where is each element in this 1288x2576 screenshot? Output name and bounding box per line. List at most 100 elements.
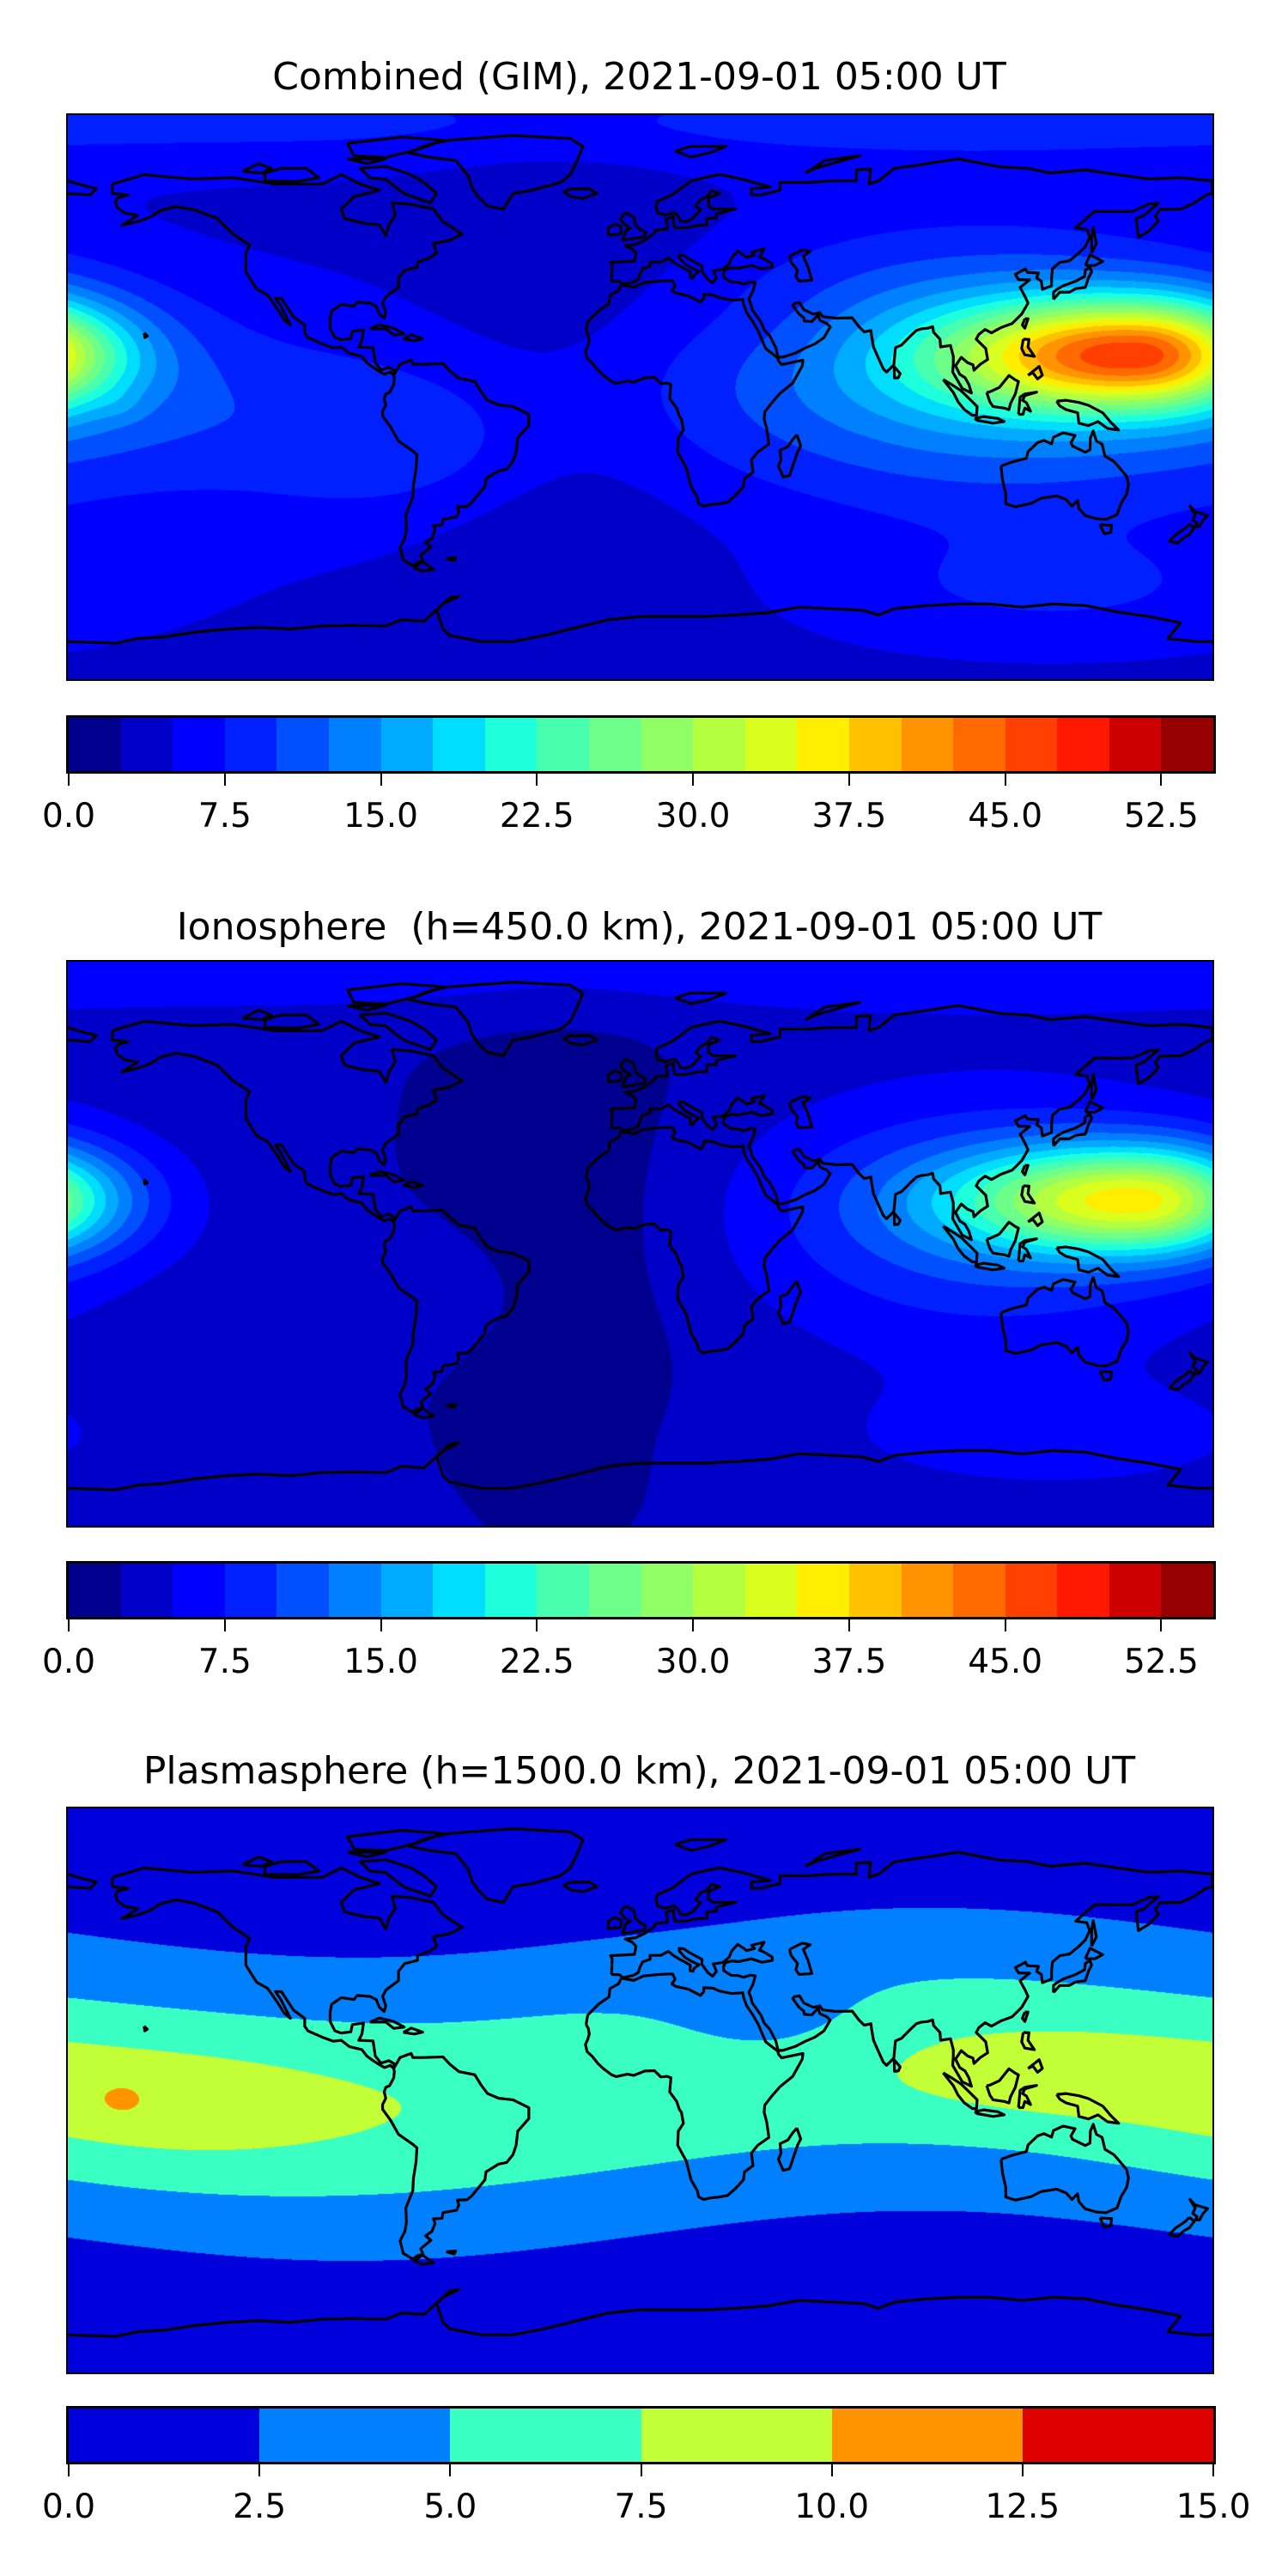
colorbar-level — [69, 718, 121, 771]
colorbar-level — [380, 1564, 434, 1617]
coastline-caspian — [790, 1943, 812, 1975]
coastline-luzon — [1022, 2032, 1035, 2050]
colorbar-level — [380, 718, 434, 771]
coastline-cuba — [370, 1171, 404, 1182]
coastline-borneo — [987, 1222, 1018, 1256]
colorbar-level — [1161, 718, 1214, 771]
colorbar-ticks-ionosphere: 0.0 7.5 15.0 22.5 30.0 37.5 45.0 52.5 — [42, 1619, 1213, 1688]
coastline-africa — [586, 1974, 803, 2200]
colorbar-level — [901, 718, 954, 771]
coastline-eurasia — [611, 1005, 1212, 1240]
coastline-mindanao — [1028, 2060, 1042, 2073]
coastline-taiwan — [1023, 2012, 1029, 2021]
coastline-nz-south — [1170, 1370, 1194, 1389]
coastline-tierra-del-fuego — [415, 1408, 434, 1418]
coastline-tasmania — [1100, 525, 1112, 534]
coastline-greenland — [408, 982, 583, 1056]
coastline-nz-south — [1170, 2217, 1194, 2236]
colorbar-level — [276, 1564, 329, 1617]
coastline-luzon — [1022, 1186, 1035, 1203]
coastline-ireland — [608, 1071, 621, 1082]
coastline-south-america — [383, 1206, 529, 1412]
coastline-north-america — [112, 174, 462, 375]
coastline-falklands — [447, 1404, 456, 1407]
colorbar-tick-mark — [1160, 1619, 1163, 1631]
coastline-svalbard — [675, 993, 726, 1004]
colorbar-level — [276, 718, 329, 771]
colorbar-level — [641, 2409, 832, 2462]
colorbar-tick-mark — [449, 2464, 452, 2476]
coastline-banks — [243, 1857, 271, 1867]
colorbar-level — [1109, 718, 1162, 771]
colorbar-level — [901, 1564, 954, 1617]
coastline-honshu — [1054, 1960, 1091, 1992]
colorbar-level — [433, 1564, 485, 1617]
coastline-ellesmere — [348, 1831, 443, 1851]
coastline-sumatra — [943, 1226, 977, 1262]
coastline-new-guinea — [1057, 2093, 1119, 2123]
colorbar-tick-label: 12.5 — [985, 2488, 1060, 2526]
colorbar-tick-mark — [258, 2464, 261, 2476]
colorbar-level — [328, 1564, 381, 1617]
coastline-nz-north — [1189, 505, 1207, 526]
colorbar-level — [848, 1564, 902, 1617]
colorbar-tick-mark — [380, 1619, 382, 1631]
colorbar-tick-label: 52.5 — [1123, 1643, 1199, 1681]
colorbar-level — [797, 1564, 849, 1617]
colorbar-tick-mark — [68, 774, 70, 786]
colorbar-level — [1109, 1564, 1162, 1617]
colorbar-level — [1005, 718, 1058, 771]
colorbar-level — [588, 718, 641, 771]
coastline-sulawesi — [1018, 2086, 1036, 2108]
coastline-baffin — [361, 1860, 437, 1896]
colorbar-tick-mark — [692, 774, 695, 786]
colorbar-level — [797, 718, 849, 771]
colorbar-level — [953, 718, 1005, 771]
coastline-baffin — [361, 1013, 437, 1049]
coastline-ireland — [608, 224, 621, 235]
panel-title-plasmasphere: Plasmasphere (h=1500.0 km), 2021-09-01 0… — [143, 1749, 1136, 1793]
colorbar-level — [1057, 718, 1109, 771]
coastline-hawaii — [144, 1180, 148, 1184]
colorbar-tick-label: 5.0 — [423, 2488, 477, 2526]
coastline-victoria — [265, 1015, 319, 1028]
coastline-java — [975, 416, 1004, 423]
colorbar-level — [831, 2409, 1023, 2462]
coastline-chukotka — [68, 1874, 96, 1888]
coastline-hokkaido — [1085, 1102, 1103, 1112]
colorbar-tick-label: 45.0 — [968, 797, 1043, 835]
colorbar-tick-label: 52.5 — [1123, 797, 1199, 835]
coastline-iceland — [564, 1036, 598, 1045]
coastline-svalbard — [675, 147, 726, 157]
coastline-luzon — [1022, 339, 1035, 356]
colorbar-tick-label: 30.0 — [655, 1643, 731, 1681]
coastline-banks — [243, 164, 271, 173]
coastline-north-america — [112, 1021, 462, 1222]
coastline-antarctica — [68, 596, 1212, 643]
colorbar-tick-label: 15.0 — [1176, 2488, 1251, 2526]
coastline-java — [975, 2110, 1004, 2117]
coastline-devon — [348, 159, 386, 163]
colorbar-level — [224, 1564, 277, 1617]
colorbar-tick-label: 15.0 — [343, 797, 418, 835]
coastline-cuba — [370, 325, 404, 335]
coastline-madagascar — [779, 1281, 801, 1323]
coastline-caspian — [790, 1097, 812, 1128]
colorbar-tick-label: 37.5 — [811, 1643, 887, 1681]
coastline-victoria — [265, 168, 319, 181]
coastline-hokkaido — [1085, 255, 1103, 265]
colorbar-level — [120, 718, 173, 771]
colorbar-level — [484, 1564, 538, 1617]
colorbar-tick-mark — [692, 1619, 695, 1631]
colorbar-level — [69, 1564, 121, 1617]
colorbar-level — [848, 718, 902, 771]
coastline-devon — [348, 1852, 386, 1856]
coastline-madagascar — [779, 2128, 801, 2170]
coastline-australia — [1001, 431, 1128, 519]
coastline-britain — [621, 1907, 646, 1934]
colorbar-tick-label: 15.0 — [343, 1643, 418, 1681]
coastline-falklands — [447, 557, 456, 561]
coastline-ellesmere — [348, 137, 443, 158]
coastline-tasmania — [1100, 1371, 1112, 1381]
colorbar-tick-mark — [1212, 2464, 1214, 2476]
